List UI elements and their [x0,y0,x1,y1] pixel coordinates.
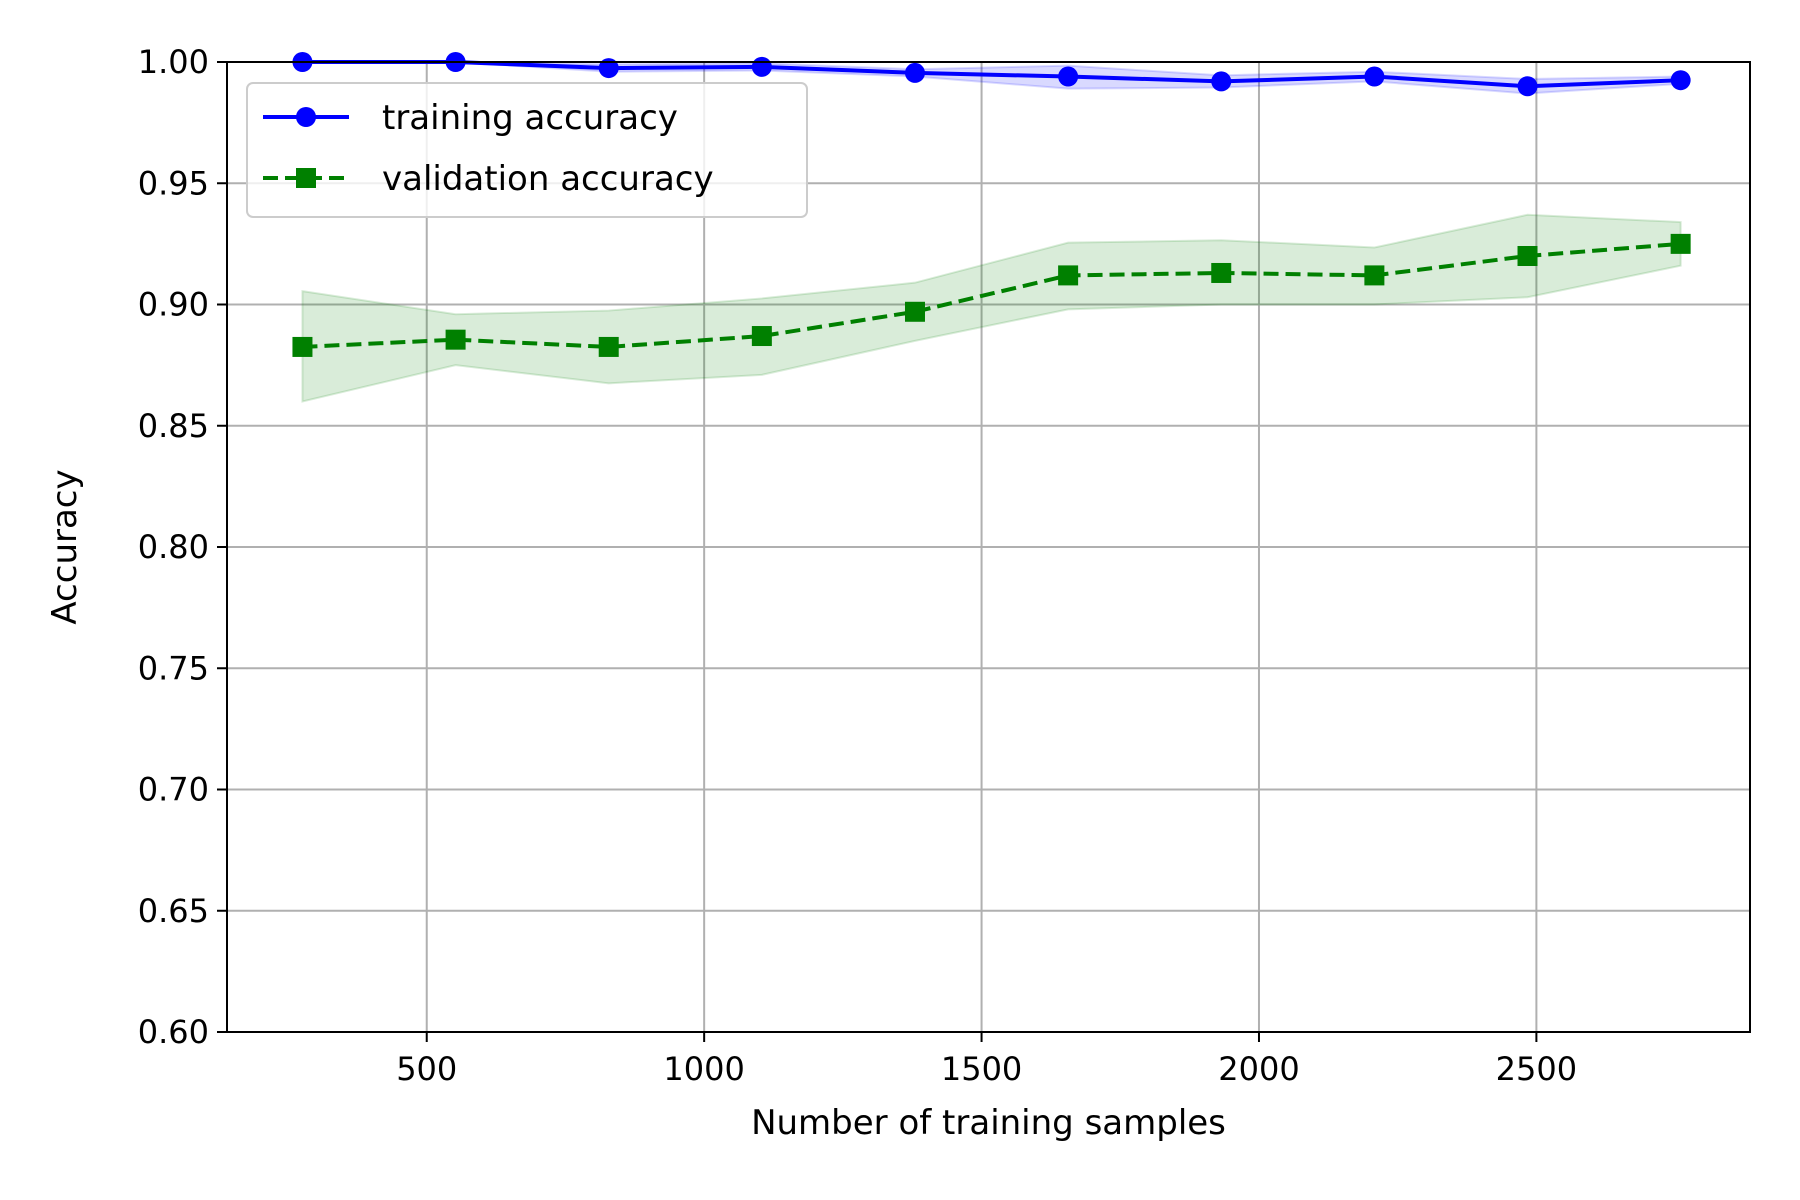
legend-marker [296,107,316,127]
x-tick-label: 1500 [941,1050,1022,1088]
data-point [1058,66,1079,87]
data-point [598,336,619,357]
data-point [1211,71,1232,92]
data-point [1517,76,1538,97]
y-tick-label: 0.75 [138,649,209,687]
std-band-1 [301,213,1682,403]
data-point [751,326,772,347]
data-point [751,56,772,77]
data-point [1670,233,1691,254]
data-point [1517,246,1538,266]
x-tick-label: 1000 [663,1050,744,1088]
y-tick-label: 0.90 [138,286,209,324]
x-tick-label: 500 [396,1050,457,1088]
y-tick-label: 0.65 [138,892,209,930]
data-point [904,62,925,83]
y-axis-ticks: 0.60 0.65 0.70 0.75 0.80 0.85 0.90 0.95 1.00 [138,43,227,1051]
data-point [1670,70,1691,91]
y-tick-label: 0.95 [138,164,209,202]
data-point [292,336,313,357]
data-point [1058,265,1079,286]
x-tick-label: 2000 [1218,1050,1299,1088]
y-tick-label: 0.85 [138,407,209,445]
legend: training accuracy validation accuracy [246,82,808,218]
y-tick-label: 1.00 [138,43,209,81]
series-line-0 [302,60,1681,89]
y-axis-label: Accuracy [45,469,85,624]
series-lines [292,52,1691,357]
x-axis-label: Number of training samples [751,1103,1226,1143]
legend-box [246,82,808,218]
data-point [598,58,619,79]
data-point [1364,66,1385,87]
legend-marker [296,168,316,188]
legend-label: validation accuracy [382,159,714,199]
data-point [445,329,466,350]
x-axis-ticks: 500 1000 1500 2000 2500 [396,1032,1577,1088]
y-tick-label: 0.80 [138,528,209,566]
data-point [904,301,925,322]
data-point [1364,265,1385,286]
y-tick-label: 0.70 [138,771,209,809]
legend-label: training accuracy [382,98,678,138]
data-point [1211,262,1232,283]
x-tick-label: 2500 [1496,1050,1577,1088]
y-tick-label: 0.60 [138,1013,209,1051]
series-line-1 [302,241,1681,349]
